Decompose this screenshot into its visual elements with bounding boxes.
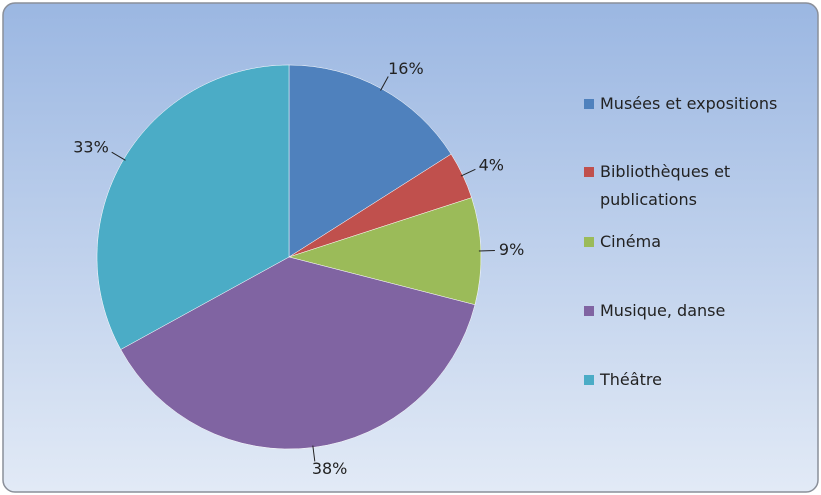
legend-label: Bibliothèques et publications xyxy=(600,162,731,209)
legend-item: Bibliothèques et publications xyxy=(584,158,780,214)
legend-item: Musées et expositions xyxy=(584,90,780,118)
legend-label: Cinéma xyxy=(600,232,661,251)
leader-line xyxy=(111,151,126,161)
data-label: 33% xyxy=(73,138,109,157)
legend-swatch xyxy=(584,237,594,247)
legend-label: Musées et expositions xyxy=(600,94,778,113)
legend-item: Cinéma xyxy=(584,228,780,256)
legend-item: Théâtre xyxy=(584,366,780,394)
leader-line xyxy=(312,445,316,462)
legend-swatch xyxy=(584,167,594,177)
data-label: 9% xyxy=(499,240,524,259)
legend-swatch xyxy=(584,306,594,316)
data-label: 4% xyxy=(479,155,504,174)
leader-line xyxy=(478,250,495,252)
legend-swatch xyxy=(584,375,594,385)
legend-label: Musique, danse xyxy=(600,301,726,320)
legend-swatch xyxy=(584,99,594,109)
data-label: 38% xyxy=(312,459,348,478)
data-label: 16% xyxy=(388,59,424,78)
legend-label: Théâtre xyxy=(600,370,662,389)
leader-line xyxy=(460,168,476,177)
legend-item: Musique, danse xyxy=(584,297,780,325)
leader-line xyxy=(380,76,389,91)
